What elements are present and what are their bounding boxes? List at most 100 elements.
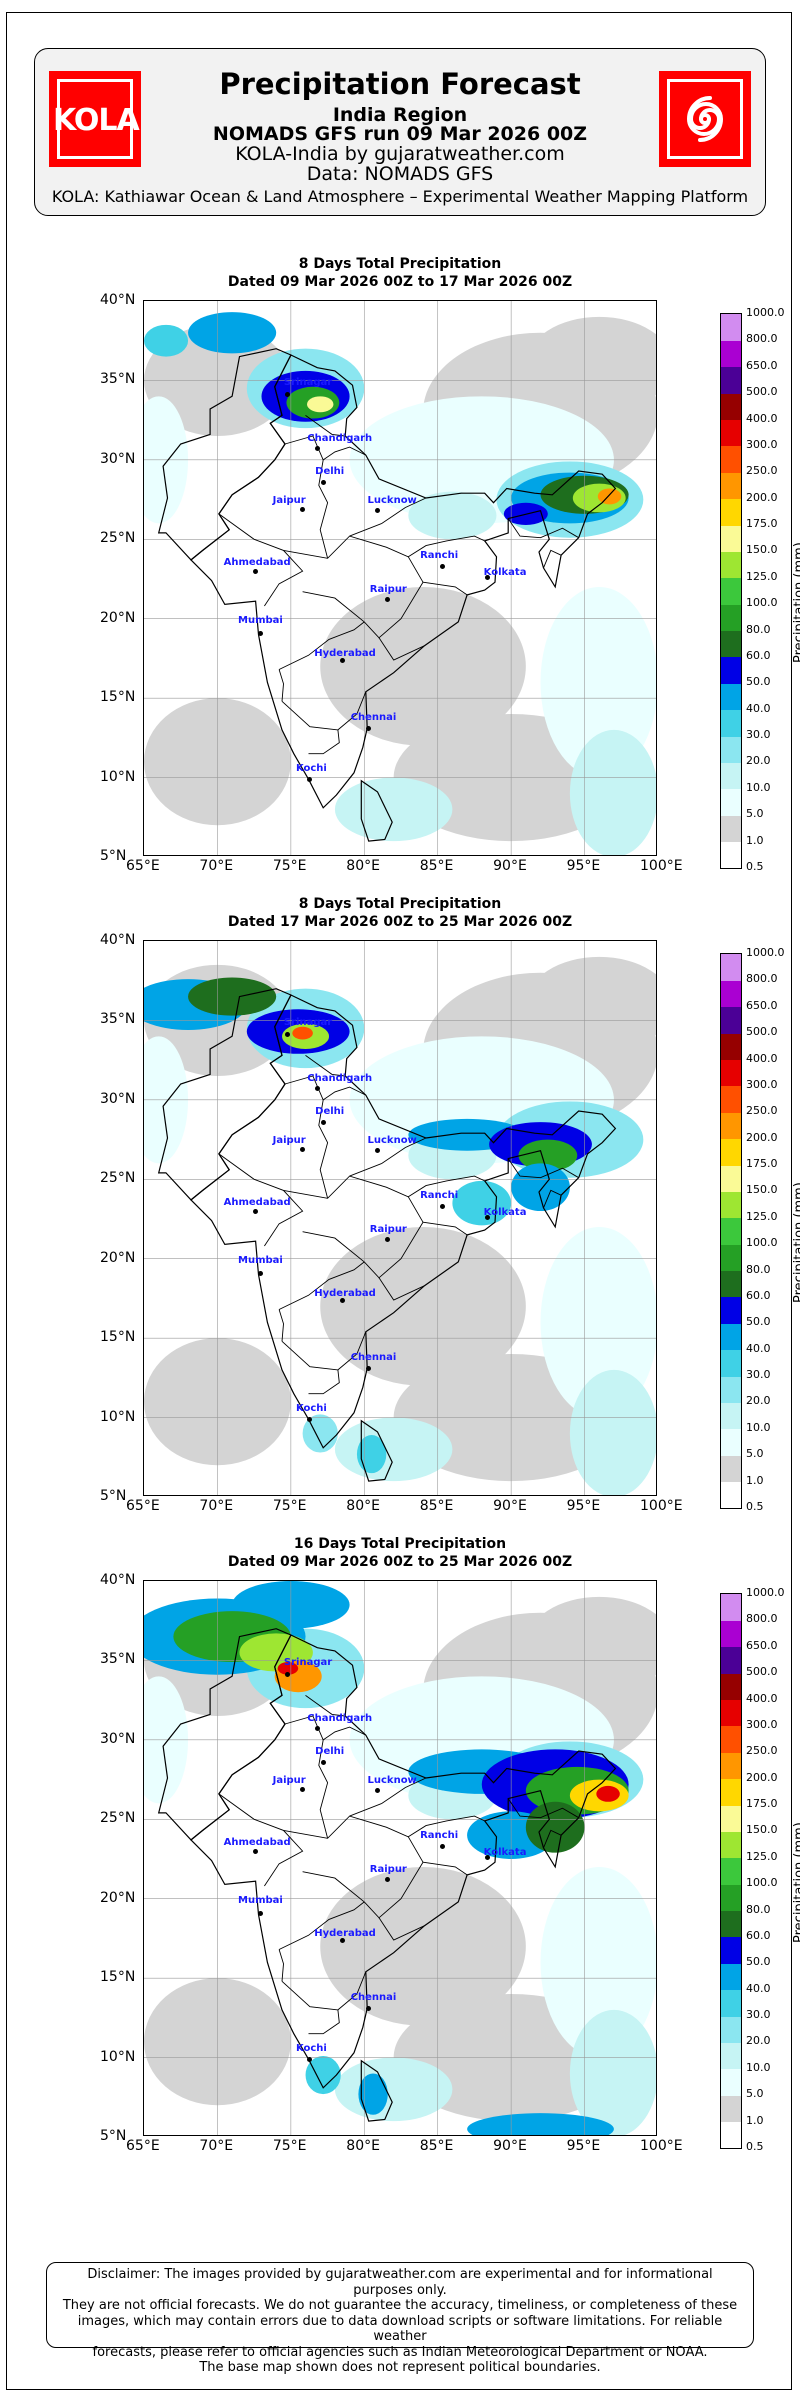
colorbar-label: 1.0 (746, 2113, 764, 2127)
x-tick-label: 95°E (566, 1498, 601, 1514)
state-boundary (408, 535, 485, 558)
city-label: Chennai (350, 1352, 397, 1364)
colorbar-label: 500.0 (746, 1665, 778, 1679)
precip-contour (525, 316, 656, 413)
colorbar-label: 0.5 (746, 2140, 764, 2153)
state-boundary (408, 1175, 485, 1198)
x-tick-label: 70°E (199, 1498, 234, 1514)
state-boundary (305, 1055, 346, 1077)
colorbar-label: 400.0 (746, 411, 778, 425)
city-label: Delhi (315, 1106, 345, 1118)
city-label: Ahmedabad (223, 557, 291, 569)
city-marker (314, 1086, 320, 1092)
city-marker (375, 1148, 380, 1154)
city-marker (385, 597, 391, 603)
colorbar-segment (721, 1112, 741, 1140)
precip-contour (569, 729, 656, 855)
panel-subtitle: Dated 17 Mar 2026 00Z to 25 Mar 2026 00Z (227, 914, 573, 930)
colorbar-label: 125.0 (746, 1209, 778, 1223)
city-marker (285, 1032, 291, 1038)
city-marker (257, 1910, 263, 1916)
colorbar-segment (721, 841, 741, 869)
precip-contour (307, 396, 334, 413)
colorbar-label: 200.0 (746, 1770, 778, 1784)
colorbar-segment (721, 472, 741, 500)
colorbar-label: 125.0 (746, 569, 778, 583)
colorbar-label: 250.0 (746, 1744, 778, 1758)
city-marker (385, 1877, 391, 1883)
precipitation-map: Srinagar Chandigarh Delhi Jaipur Lucknow Ahme… (143, 1580, 657, 2136)
precip-contour (596, 1785, 620, 1802)
y-tick-label: 35°N (100, 371, 136, 388)
colorbar-segment (721, 445, 741, 473)
colorbar-label: 20.0 (746, 1394, 771, 1408)
colorbar-label: 10.0 (746, 2060, 771, 2074)
colorbar-segment (721, 1481, 741, 1509)
city-marker (307, 2056, 313, 2062)
colorbar-segment (721, 525, 741, 552)
precip-contour (358, 2073, 388, 2115)
state-boundary (318, 1726, 366, 1839)
y-tick-label: 5°N (100, 1488, 127, 1504)
colorbar-label: 650.0 (746, 998, 778, 1012)
colorbar-label: 1.0 (746, 833, 764, 847)
state-boundary (218, 1793, 304, 1887)
state-boundary (278, 1949, 284, 1982)
colorbar-label: 1000.0 (746, 946, 785, 959)
colorbar-label: 500.0 (746, 385, 778, 399)
city-marker (253, 1848, 259, 1854)
colorbar-label: 100.0 (746, 1876, 778, 1890)
city-label: Srinagar (283, 376, 333, 388)
state-boundary (284, 1075, 324, 1101)
city-label: Mumbai (238, 1895, 283, 1906)
data-source-label: Data: NOMADS GFS (306, 163, 494, 185)
city-marker (439, 1203, 445, 1209)
x-tick-label: 70°E (199, 858, 234, 874)
y-tick-label: 30°N (100, 1730, 136, 1747)
city-marker (314, 1726, 320, 1732)
colorbar-segment (721, 1725, 741, 1753)
city-label: Chandigarh (307, 1072, 373, 1084)
colorbar-segment (721, 2016, 741, 2043)
city-marker (439, 563, 445, 569)
colorbar-label: 40.0 (746, 1981, 771, 1995)
colorbar-label: 150.0 (746, 1183, 778, 1197)
city-marker (314, 446, 320, 452)
state-boundary (543, 1189, 562, 1209)
city-label: Chennai (350, 712, 397, 724)
city-marker (320, 1759, 326, 1765)
colorbar-segment (721, 1033, 741, 1061)
colorbar (720, 953, 742, 1509)
state-boundary (378, 1277, 425, 1301)
state-boundary (349, 497, 427, 537)
city-label: Raipur (369, 1223, 407, 1235)
y-tick-label: 40°N (100, 932, 136, 948)
x-tick-label: 100°E (640, 858, 683, 874)
colorbar-segment (721, 1165, 741, 1192)
colorbar-segment (721, 1778, 741, 1806)
state-boundary (284, 435, 324, 461)
colorbar-segment (721, 1857, 741, 1885)
colorbar-segment (721, 1673, 741, 1701)
colorbar-segment (721, 393, 741, 421)
colorbar-label: 40.0 (746, 1341, 771, 1355)
colorbar-segment (721, 1620, 741, 1648)
city-marker (375, 1788, 380, 1794)
colorbar-label: 300.0 (746, 437, 778, 451)
city-label: Lucknow (367, 494, 417, 506)
x-tick-label: 80°E (346, 2138, 380, 2154)
city-marker (439, 1843, 445, 1849)
colorbar-segment (721, 1646, 741, 1674)
precip-contour (334, 2057, 453, 2122)
colorbar-label: 1000.0 (746, 306, 785, 319)
country-boundary (157, 988, 292, 1201)
header-box: KOLA Precipitation Forecast India Region… (34, 48, 766, 216)
colorbar-segment (721, 954, 741, 981)
state-boundary (278, 621, 365, 670)
y-tick-label: 25°N (100, 1170, 136, 1187)
state-boundary (318, 446, 366, 559)
kola-logo-text: KOLA (53, 103, 140, 138)
disclaimer-line: They are not official forecasts. We do n… (62, 2298, 738, 2313)
colorbar-label: 250.0 (746, 1104, 778, 1118)
precip-contour (320, 586, 526, 746)
